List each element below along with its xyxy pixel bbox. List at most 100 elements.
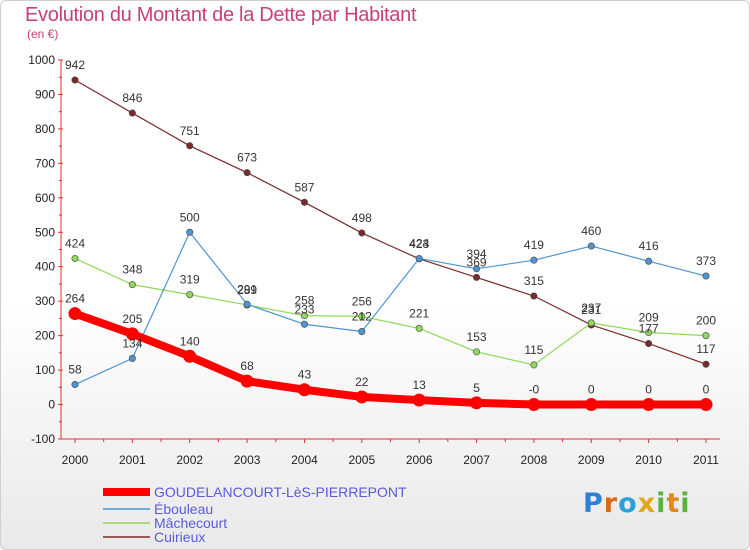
data-label: 587 (294, 180, 314, 194)
data-point (699, 398, 713, 412)
data-label: 673 (237, 151, 257, 165)
data-point (702, 332, 710, 340)
data-label: 394 (467, 247, 487, 261)
y-tick-label: -100 (31, 432, 55, 446)
series-lines (68, 76, 713, 412)
data-label: 264 (65, 292, 85, 306)
data-point (125, 327, 139, 341)
series-line (74, 257, 707, 366)
data-point (358, 229, 366, 237)
data-point (358, 328, 366, 336)
data-point (297, 383, 311, 397)
brand-letter: i (656, 488, 667, 519)
data-label: 256 (352, 294, 372, 308)
data-point (358, 312, 366, 320)
data-label: 315 (524, 274, 544, 288)
data-label: 369 (467, 255, 487, 269)
data-label: 233 (294, 302, 314, 316)
data-point (702, 272, 710, 280)
data-label: 13 (413, 378, 427, 392)
x-tick-label: 2011 (693, 453, 719, 467)
data-label: 846 (122, 91, 142, 105)
brand-letter: x (637, 488, 657, 519)
data-point (642, 398, 656, 412)
data-point (243, 169, 251, 177)
data-label: 416 (639, 239, 659, 253)
brand-letter: t (666, 488, 681, 519)
data-point (300, 320, 308, 328)
y-tick-label: 900 (35, 87, 55, 101)
data-label: 200 (696, 314, 716, 328)
data-point (300, 198, 308, 206)
data-label: 498 (352, 211, 372, 225)
y-tick-label: 800 (35, 122, 55, 136)
data-point (530, 256, 538, 264)
y-tick-label: 500 (35, 225, 55, 239)
data-label: 942 (65, 58, 85, 72)
data-label: 500 (180, 210, 200, 224)
data-point (645, 329, 653, 337)
brand-letter: o (618, 488, 638, 519)
data-point (584, 398, 598, 412)
data-point (530, 292, 538, 300)
x-tick-label: 2009 (578, 453, 605, 467)
chart-unit: (en €) (27, 27, 59, 41)
x-tick-label: 2010 (635, 453, 662, 467)
x-tick-label: 2001 (119, 453, 146, 467)
data-point (128, 281, 136, 289)
data-label: 177 (639, 322, 659, 336)
data-label: 0 (645, 383, 652, 397)
legend-label: Cuirieux (154, 529, 205, 545)
data-point (183, 349, 197, 363)
data-point (186, 291, 194, 299)
x-tick-label: 2008 (521, 453, 548, 467)
data-point (530, 361, 538, 369)
x-tick-label: 2005 (348, 453, 375, 467)
y-tick-label: 700 (35, 156, 55, 170)
data-point (473, 273, 481, 281)
data-label: -0 (529, 383, 540, 397)
y-tick-label: 0 (48, 398, 55, 412)
data-point (412, 393, 426, 407)
data-label: 319 (180, 273, 200, 287)
data-label: 373 (696, 254, 716, 268)
data-point (645, 340, 653, 348)
data-point (128, 354, 136, 362)
data-point (243, 300, 251, 308)
data-label: 209 (639, 311, 659, 325)
data-label: 424 (409, 236, 429, 250)
data-label: 58 (68, 363, 82, 377)
x-tick-label: 2002 (176, 453, 203, 467)
data-point (527, 398, 541, 412)
data-label: 115 (524, 343, 543, 357)
data-labels: 264 205 140 68 43 22 13 5 -0 0 0 0 58 134 500 291 233 212… (65, 58, 716, 397)
data-label: 289 (237, 283, 257, 297)
data-label: 221 (409, 306, 429, 320)
data-point (71, 254, 79, 262)
data-point (71, 76, 79, 84)
data-label: 258 (294, 294, 314, 308)
data-label: 117 (696, 342, 715, 356)
data-point (71, 381, 79, 389)
data-label: 140 (180, 334, 200, 348)
data-label: 424 (65, 236, 85, 250)
data-label: 22 (355, 375, 369, 389)
data-point (587, 319, 595, 327)
x-tick-label: 2000 (62, 453, 89, 467)
brand-letter: r (603, 488, 619, 519)
x-tick-label: 2004 (291, 453, 318, 467)
data-point (587, 242, 595, 250)
x-tick-label: 2007 (463, 453, 490, 467)
data-point (702, 360, 710, 368)
data-label: 43 (298, 368, 312, 382)
data-label: 423 (409, 237, 429, 251)
legend: GOUDELANCOURT-LèS-PIERREPONTÉbouleauMâch… (103, 484, 407, 545)
data-point (186, 142, 194, 150)
data-label: 231 (581, 303, 601, 317)
data-point (645, 257, 653, 265)
y-tick-label: 400 (35, 260, 55, 274)
data-label: 291 (237, 282, 257, 296)
y-tick-label: 100 (35, 363, 55, 377)
